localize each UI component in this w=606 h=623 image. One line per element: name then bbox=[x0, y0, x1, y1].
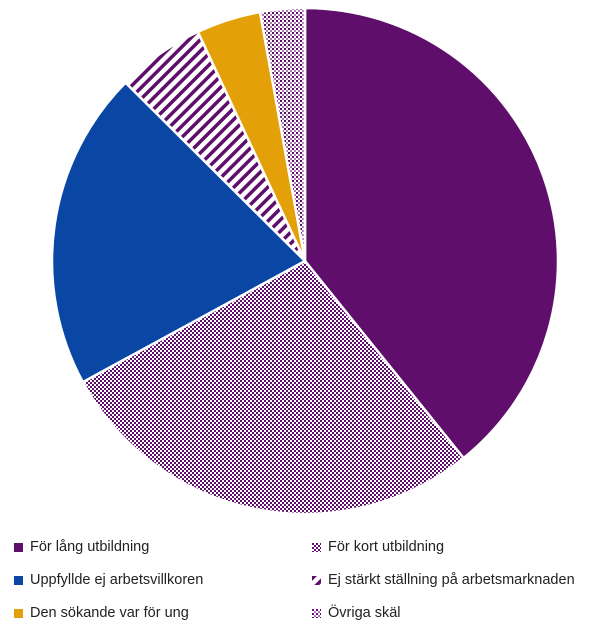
pie-slice-0 bbox=[303, 6, 560, 460]
legend-swatch-solid-blue bbox=[14, 575, 23, 585]
legend-label: Uppfyllde ej arbetsvillkoren bbox=[30, 572, 204, 588]
legend-item-uppfyllde-ej-arbetsvillkoren: Uppfyllde ej arbetsvillkoren bbox=[14, 572, 203, 588]
legend-label: Ej stärkt ställning på arbetsmarknaden bbox=[328, 572, 575, 588]
pie-chart bbox=[50, 6, 560, 516]
legend-label: Den sökande var för ung bbox=[30, 605, 189, 621]
legend-label: För kort utbildning bbox=[328, 539, 445, 555]
pie-slice-5 bbox=[258, 6, 307, 263]
legend-item-ovriga-skal: Övriga skäl bbox=[312, 605, 401, 621]
legend-item-den-sokande-var-for-ung: Den sökande var för ung bbox=[14, 605, 189, 621]
legend: För lång utbildning För kort utbildning … bbox=[0, 535, 606, 623]
legend-swatch-diagonal bbox=[312, 575, 321, 585]
legend-swatch-dots bbox=[312, 608, 321, 618]
legend-label: För lång utbildning bbox=[30, 539, 150, 555]
legend-swatch-checker bbox=[312, 542, 321, 552]
pie-slice-2 bbox=[50, 81, 307, 384]
pie-slice-1 bbox=[81, 259, 465, 516]
pie-slices bbox=[50, 6, 560, 516]
legend-item-for-kort-utbildning: För kort utbildning bbox=[312, 539, 444, 555]
legend-item-ej-starkt-stallning: Ej stärkt ställning på arbetsmarknaden bbox=[312, 572, 575, 588]
legend-swatch-solid-orange bbox=[14, 608, 23, 618]
legend-label: Övriga skäl bbox=[328, 605, 401, 621]
legend-swatch-solid-purple bbox=[14, 542, 23, 552]
legend-item-for-lang-utbildning: För lång utbildning bbox=[14, 539, 149, 555]
